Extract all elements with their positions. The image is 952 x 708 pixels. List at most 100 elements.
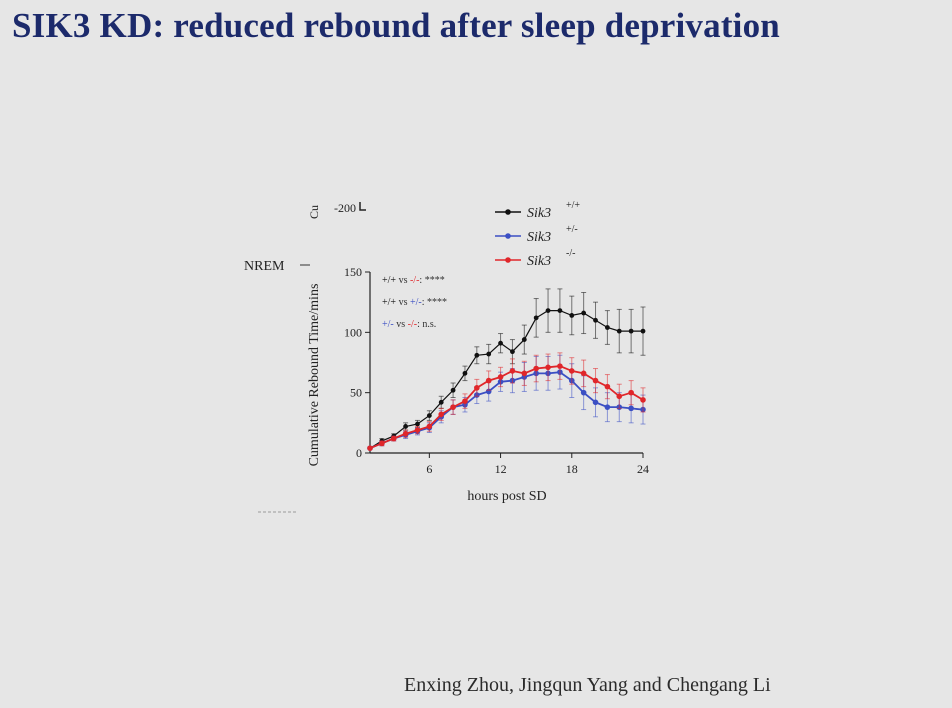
data-point	[509, 368, 516, 374]
series-ko	[367, 352, 646, 451]
authors-credit: Enxing Zhou, Jingqun Yang and Chengang L…	[404, 674, 771, 696]
data-point	[568, 368, 575, 374]
y-tick-label: 0	[356, 446, 362, 460]
data-point	[474, 352, 480, 358]
data-point	[415, 421, 420, 427]
data-point	[640, 397, 646, 403]
data-point	[474, 385, 480, 391]
data-point	[593, 317, 598, 323]
data-point	[450, 404, 456, 410]
x-tick-label: 18	[566, 462, 578, 476]
cu-fragment-label: Cu	[307, 205, 321, 219]
series-wt	[367, 288, 646, 451]
data-point	[545, 364, 551, 371]
y-tick-label: 100	[344, 325, 362, 339]
legend-swatch-dot	[505, 209, 511, 215]
legend-item: Sik3 +/+	[495, 200, 580, 221]
stat-vs: vs	[394, 319, 408, 330]
y-axis-title: Cumulative Rebound Time/mins	[307, 284, 322, 467]
stat-sig: : ****	[422, 297, 447, 308]
legend-label: Sik3	[527, 206, 551, 221]
series-het	[367, 354, 646, 451]
data-point	[604, 383, 611, 390]
x-axis-title: hours post SD	[467, 489, 546, 504]
stat-b: +/-	[410, 297, 422, 308]
stat-annotation: +/+ vs -/-: ****	[382, 275, 445, 286]
data-point	[414, 427, 421, 433]
data-point	[628, 389, 634, 396]
data-point	[592, 399, 599, 406]
data-point	[403, 424, 409, 429]
nrem-label: NREM	[244, 259, 285, 274]
data-point	[569, 313, 575, 318]
data-point	[486, 351, 492, 357]
legend-swatch-dot	[505, 257, 511, 263]
legend-swatch-dot	[505, 233, 511, 239]
legend-label: Sik3	[527, 254, 551, 269]
data-point	[510, 349, 515, 355]
data-point	[367, 445, 373, 451]
data-point	[438, 411, 445, 418]
legend-genotype: +/-	[566, 224, 578, 235]
data-point	[592, 377, 599, 384]
stat-sig: : ****	[419, 275, 444, 286]
legend-item: Sik3 +/-	[495, 224, 578, 245]
data-point	[545, 308, 551, 314]
stat-sig: : n.s.	[417, 319, 436, 330]
data-point	[581, 310, 587, 316]
top-tick-mark	[359, 202, 366, 211]
data-point	[402, 430, 409, 437]
legend-genotype: -/-	[566, 248, 575, 259]
data-point	[438, 399, 444, 405]
data-point	[557, 308, 563, 314]
slide-title: SIK3 KD: reduced rebound after sleep dep…	[12, 6, 780, 45]
data-point	[485, 377, 492, 384]
series-layer	[367, 288, 646, 451]
data-point	[604, 404, 611, 410]
series-line	[369, 365, 644, 450]
data-point	[628, 405, 634, 412]
y-tick-label: 150	[344, 265, 362, 279]
data-point	[640, 328, 646, 334]
stat-a: +/+	[382, 275, 396, 286]
stat-b: -/-	[410, 275, 419, 286]
data-point	[533, 365, 539, 372]
data-point	[426, 423, 433, 430]
data-point	[616, 328, 622, 334]
stat-vs: vs	[396, 297, 410, 308]
stat-a: +/-	[382, 319, 394, 330]
data-point	[462, 398, 468, 404]
data-point	[450, 387, 456, 393]
data-point	[390, 435, 397, 442]
data-point	[521, 337, 527, 342]
legend-item: Sik3 -/-	[495, 248, 575, 269]
series-line	[369, 310, 643, 449]
data-point	[580, 389, 587, 396]
legend: Sik3 +/+ Sik3 +/- Sik3 -/-	[495, 200, 580, 269]
data-point	[557, 363, 563, 369]
data-point	[497, 374, 504, 380]
data-point	[498, 340, 503, 346]
axes: 0 50 100 150 6 12 18 24	[344, 265, 649, 476]
data-point	[426, 413, 432, 418]
stat-annotation: +/- vs -/-: n.s.	[382, 319, 436, 330]
stat-annotation: +/+ vs +/-: ****	[382, 297, 447, 308]
data-point	[604, 325, 610, 330]
data-point	[628, 328, 634, 334]
x-tick-label: 24	[637, 462, 649, 476]
data-point	[616, 393, 623, 400]
legend-genotype: +/+	[566, 200, 580, 211]
data-point	[533, 315, 539, 321]
stat-vs: vs	[396, 275, 410, 286]
data-point	[521, 370, 528, 377]
data-point	[379, 440, 385, 447]
top-tick-fragment: -200	[334, 201, 356, 215]
stat-annotations: +/+ vs -/-: ****+/+ vs +/-: ****+/- vs -…	[382, 275, 447, 330]
x-tick-label: 6	[426, 462, 432, 476]
stat-a: +/+	[382, 297, 396, 308]
data-point	[580, 370, 587, 377]
stat-b: -/-	[408, 319, 417, 330]
x-tick-label: 12	[495, 462, 507, 476]
legend-label: Sik3	[527, 230, 551, 245]
